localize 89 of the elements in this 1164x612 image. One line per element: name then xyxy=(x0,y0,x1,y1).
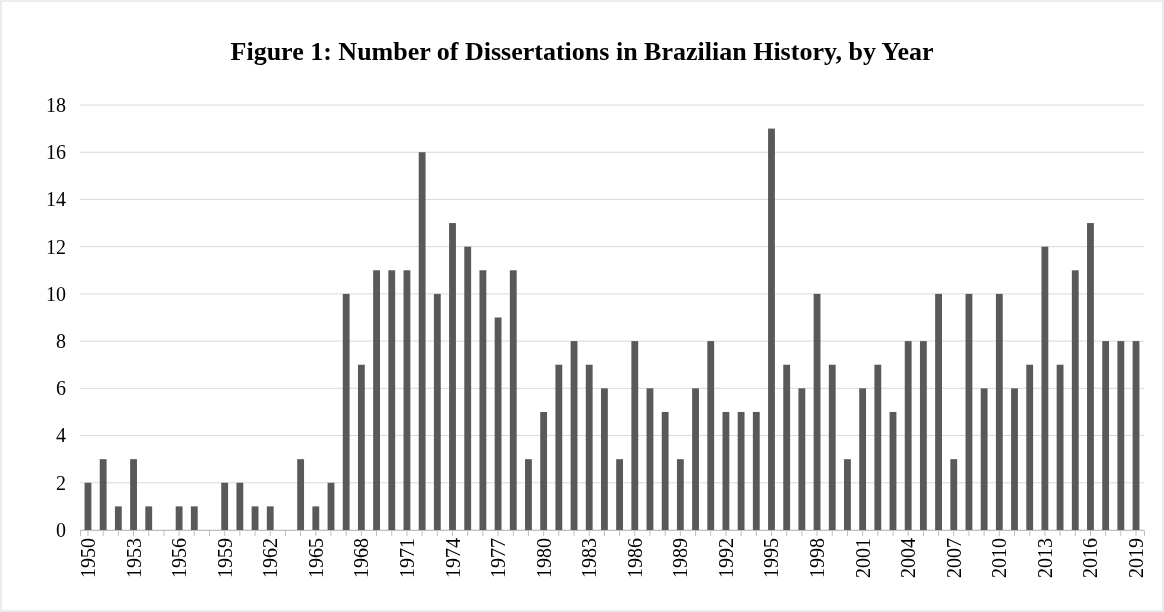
bar xyxy=(980,388,988,530)
y-tick-label: 6 xyxy=(56,377,66,400)
bar xyxy=(1026,364,1034,530)
bar xyxy=(388,270,396,530)
bar xyxy=(449,223,456,530)
x-tick-label: 2001 xyxy=(851,538,874,578)
bar xyxy=(707,341,715,530)
bar xyxy=(631,341,639,530)
bar xyxy=(525,459,532,530)
bar xyxy=(464,246,472,530)
bar xyxy=(874,364,882,530)
bar xyxy=(433,293,441,530)
x-tick-label: 1986 xyxy=(623,538,646,578)
y-tick-label: 2 xyxy=(56,471,66,494)
x-tick-label: 1989 xyxy=(669,538,692,578)
x-tick-label: 1953 xyxy=(122,538,145,578)
bar xyxy=(190,506,198,530)
bar xyxy=(859,388,867,530)
x-tick-label: 1983 xyxy=(578,538,601,578)
bar xyxy=(661,411,669,530)
bar xyxy=(919,341,927,530)
bar xyxy=(1011,388,1018,530)
bar xyxy=(1087,223,1094,530)
bar xyxy=(145,506,153,530)
y-tick-label: 12 xyxy=(46,235,66,258)
x-tick-label: 1959 xyxy=(213,538,236,578)
y-tick-label: 16 xyxy=(46,141,66,164)
x-tick-label: 2019 xyxy=(1125,538,1148,578)
bar xyxy=(342,293,350,530)
x-tick-label: 1992 xyxy=(714,538,737,578)
y-tick-label: 0 xyxy=(56,518,66,541)
bar xyxy=(1102,341,1110,530)
bar xyxy=(828,364,836,530)
bar xyxy=(1041,246,1049,530)
x-tick-label: 1977 xyxy=(487,538,510,578)
bar xyxy=(904,341,912,530)
bar xyxy=(357,364,365,530)
bar xyxy=(783,364,791,530)
bar xyxy=(995,293,1003,530)
y-tick-label: 14 xyxy=(46,188,66,211)
y-tick-label: 10 xyxy=(46,282,66,305)
bar xyxy=(935,293,942,530)
bar xyxy=(221,482,229,530)
bar xyxy=(752,411,760,530)
bar xyxy=(768,128,775,530)
bar xyxy=(175,506,183,530)
bar xyxy=(950,459,958,530)
bar xyxy=(1071,270,1079,530)
bar xyxy=(373,270,380,530)
chart-title: Figure 1: Number of Dissertations in Brazilian History, by Year xyxy=(230,37,934,66)
x-tick-label: 1995 xyxy=(760,538,783,578)
x-tick-label: 1971 xyxy=(395,538,418,578)
x-tick-label: 2013 xyxy=(1033,538,1056,578)
x-tick-label: 1965 xyxy=(304,538,327,578)
bar xyxy=(585,364,593,530)
x-tick-label: 1956 xyxy=(168,538,191,578)
bar xyxy=(1117,341,1125,530)
x-tick-label: 2007 xyxy=(942,538,965,578)
bar xyxy=(616,459,624,530)
x-tick-label: 2004 xyxy=(897,538,920,578)
x-tick-label: 1998 xyxy=(806,538,829,578)
bar xyxy=(99,459,107,530)
bar xyxy=(509,270,517,530)
bar xyxy=(737,411,745,530)
bar xyxy=(676,459,684,530)
bar xyxy=(114,506,122,530)
y-tick-label: 8 xyxy=(56,330,66,353)
bar xyxy=(798,388,806,530)
x-tick-label: 1974 xyxy=(441,538,464,578)
bar xyxy=(692,388,699,530)
bar xyxy=(130,459,137,530)
bar xyxy=(266,506,274,530)
bar xyxy=(600,388,608,530)
x-tick-label: 2016 xyxy=(1079,538,1102,578)
bar xyxy=(418,152,426,530)
x-tick-label: 1962 xyxy=(259,538,282,578)
bar xyxy=(844,459,851,530)
x-tick-label: 1968 xyxy=(350,538,373,578)
x-tick-label: 2010 xyxy=(988,538,1011,578)
x-tick-label: 1950 xyxy=(76,538,99,578)
bar xyxy=(555,364,563,530)
bar xyxy=(297,459,305,530)
bar xyxy=(236,482,244,530)
y-tick-label: 18 xyxy=(46,93,66,116)
bar xyxy=(479,270,487,530)
bar xyxy=(540,411,548,530)
y-tick-label: 4 xyxy=(56,424,66,447)
bar xyxy=(312,506,320,530)
x-tick-label: 1980 xyxy=(532,538,555,578)
